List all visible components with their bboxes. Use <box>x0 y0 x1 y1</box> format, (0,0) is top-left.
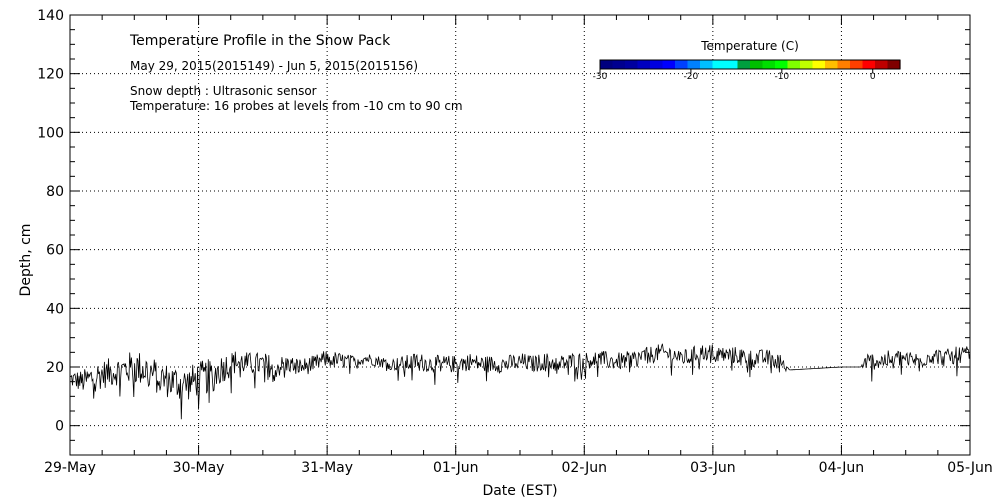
x-tick-label: 05-Jun <box>947 460 993 476</box>
date-range-label: May 29, 2015(2015149) - Jun 5, 2015(2015… <box>130 59 418 73</box>
chart-title: Temperature Profile in the Snow Pack <box>129 33 391 49</box>
series-layer <box>69 343 971 420</box>
y-tick-label: 140 <box>37 8 64 24</box>
colorbar-cell <box>850 60 864 69</box>
y-tick-label: 40 <box>46 301 64 317</box>
colorbar-cell <box>625 60 639 69</box>
colorbar-cell <box>637 60 651 69</box>
colorbar-tick-label: -20 <box>684 72 699 82</box>
x-tick-label: 02-Jun <box>562 460 608 476</box>
colorbar-cell <box>675 60 689 69</box>
y-tick-label: 120 <box>37 67 64 83</box>
colorbar-cell <box>650 60 664 69</box>
colorbar-cell <box>612 60 626 69</box>
snow-depth-note: Snow depth : Ultrasonic sensor <box>130 84 317 98</box>
colorbar-cell <box>812 60 826 69</box>
colorbar-cell <box>687 60 701 69</box>
y-tick-label: 20 <box>46 360 64 376</box>
colorbar-cell <box>600 60 614 69</box>
colorbar-cell <box>762 60 776 69</box>
colorbar-tick-label: 0 <box>870 72 876 82</box>
colorbar-cell <box>862 60 876 69</box>
y-tick-labels: 0 20 40 60 80 100 120 140 <box>37 8 64 435</box>
grid-lines <box>70 15 970 455</box>
colorbar-cells <box>599 59 901 70</box>
colorbar-cell <box>737 60 751 69</box>
x-tick-label: 30-May <box>173 460 225 476</box>
colorbar-cell <box>662 60 676 69</box>
colorbar-cell <box>875 60 889 69</box>
colorbar-cell <box>700 60 714 69</box>
colorbar-cell <box>775 60 789 69</box>
axis-ticks <box>69 14 971 456</box>
y-tick-label: 100 <box>37 125 64 141</box>
colorbar-frame <box>599 59 901 70</box>
x-axis-title: Date (EST) <box>482 483 557 499</box>
y-tick-label: 80 <box>46 184 64 200</box>
colorbar-cell <box>787 60 801 69</box>
colorbar-cell <box>712 60 726 69</box>
colorbar-cell <box>800 60 814 69</box>
colorbar-tick-label: -10 <box>774 72 789 82</box>
x-tick-label: 31-May <box>301 460 353 476</box>
colorbar-cell <box>750 60 764 69</box>
y-tick-label: 0 <box>55 419 64 435</box>
colorbar-tick-label: -30 <box>593 72 608 82</box>
colorbar-title: Temperature (C) <box>700 39 799 53</box>
temperature-note: Temperature: 16 probes at levels from -1… <box>129 99 463 113</box>
colorbar-cell <box>825 60 839 69</box>
x-tick-label: 03-Jun <box>690 460 736 476</box>
y-axis-title: Depth, cm <box>18 224 34 297</box>
colorbar-cell <box>887 60 901 69</box>
colorbar-cell <box>725 60 739 69</box>
x-tick-labels: 29-May 30-May 31-May 01-Jun 02-Jun 03-Jun 04-J… <box>44 460 993 476</box>
x-tick-label: 04-Jun <box>819 460 865 476</box>
y-tick-label: 60 <box>46 243 64 259</box>
temperature-colorbar: Temperature (C) -30 -20 -10 0 <box>593 39 901 82</box>
colorbar-tick-labels: -30 -20 -10 0 <box>593 69 876 82</box>
colorbar-cell <box>837 60 851 69</box>
x-tick-label: 01-Jun <box>433 460 479 476</box>
plot-frame <box>69 14 971 456</box>
snow-depth-line <box>69 343 971 420</box>
x-tick-label: 29-May <box>44 460 96 476</box>
